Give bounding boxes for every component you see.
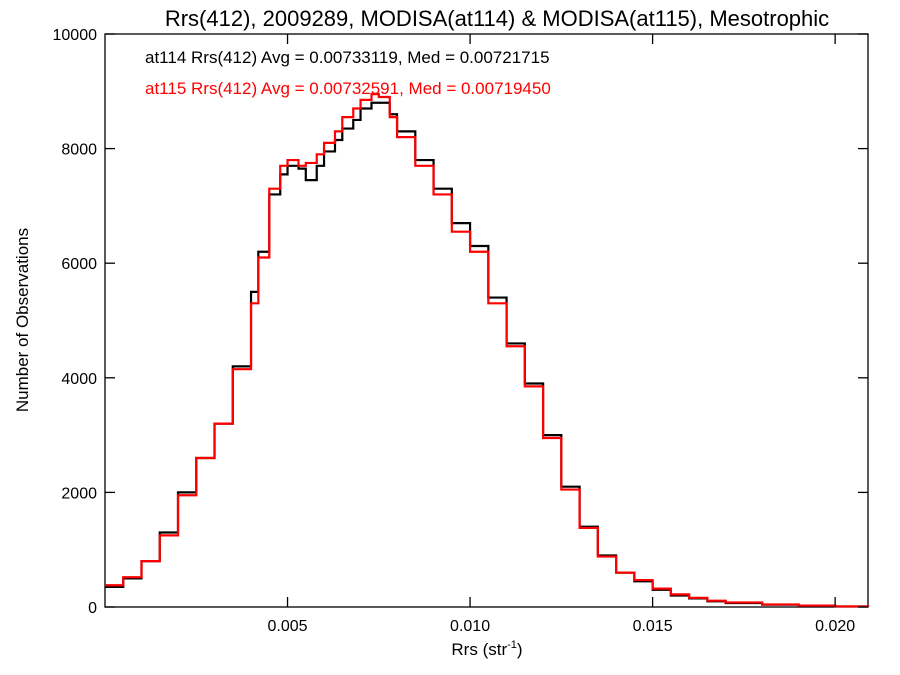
y-tick-label: 2000 bbox=[61, 485, 97, 502]
plot-frame bbox=[104, 33, 869, 608]
x-tick-label: 0.010 bbox=[450, 618, 490, 635]
series-line-at114 bbox=[105, 101, 870, 608]
series-annotation-at115: at115 Rrs(412) Avg = 0.00732591, Med = 0… bbox=[145, 79, 551, 98]
series-line-at115 bbox=[105, 93, 870, 608]
x-tick-label: 0.005 bbox=[268, 618, 308, 635]
y-tick-label: 6000 bbox=[61, 256, 97, 273]
x-axis-label-close: ) bbox=[517, 640, 523, 659]
x-axis-label: Rrs (str-1) bbox=[451, 639, 522, 659]
x-tick-label: 0.020 bbox=[815, 618, 855, 635]
x-tick-label: 0.015 bbox=[633, 618, 673, 635]
ticks-layer: 0.005 0.010 0.015 0.020 0 2000 4000 6000 8000 100… bbox=[53, 27, 868, 635]
y-tick-label: 4000 bbox=[61, 371, 97, 388]
y-tick-label: 8000 bbox=[61, 142, 97, 159]
plot-area: 0.005 0.010 0.015 0.020 0 2000 4000 6000 8000 100… bbox=[53, 27, 870, 635]
chart-title: Rrs(412), 2009289, MODISA(at114) & MODIS… bbox=[165, 6, 829, 31]
x-axis-label-main: Rrs (str bbox=[451, 640, 507, 659]
series-annotation-at114: at114 Rrs(412) Avg = 0.00733119, Med = 0… bbox=[145, 48, 550, 67]
y-tick-label: 0 bbox=[88, 600, 97, 617]
y-tick-label: 10000 bbox=[53, 27, 98, 44]
x-axis-label-superscript: -1 bbox=[507, 639, 517, 651]
y-axis-label: Number of Observations bbox=[13, 228, 32, 412]
series-layer bbox=[105, 93, 870, 608]
